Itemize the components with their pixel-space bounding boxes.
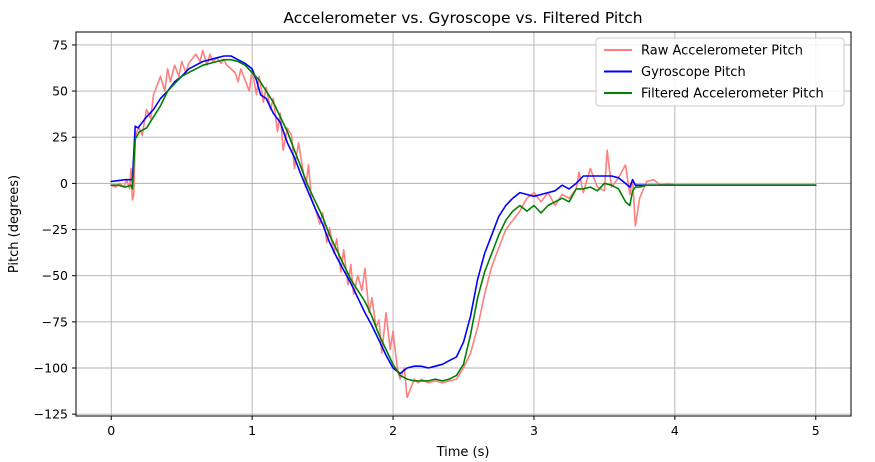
x-axis-label: Time (s) <box>436 445 490 460</box>
chart-title: Accelerometer vs. Gyroscope vs. Filtered… <box>283 9 642 27</box>
x-tick-label: 2 <box>389 423 397 438</box>
legend-box <box>595 37 845 107</box>
grid <box>76 32 851 416</box>
y-tick-label: −75 <box>42 314 68 329</box>
y-tick-label: −100 <box>34 361 68 376</box>
plot-frame <box>75 31 852 417</box>
y-tick-label: −25 <box>42 222 68 237</box>
x-tick-label: 1 <box>248 423 256 438</box>
x-tick-label: 4 <box>671 423 679 438</box>
y-tick-label: 75 <box>52 37 68 52</box>
y-tick-label: 0 <box>60 176 68 191</box>
series-line-2 <box>110 55 817 375</box>
legend-label-3: Filtered Accelerometer Pitch <box>641 87 824 102</box>
y-axis-label: Pitch (degrees) <box>7 175 22 273</box>
x-tick-label: 0 <box>107 423 115 438</box>
axis-ticks: 0 1 2 3 4 5 −125 −100 −75 −50 −25 0 25 50 75 <box>34 37 820 438</box>
y-tick-label: 25 <box>52 130 68 145</box>
x-tick-label: 3 <box>530 423 538 438</box>
y-tick-label: 50 <box>52 84 68 99</box>
legend-label-2: Gyroscope Pitch <box>641 65 746 80</box>
legend-label-1: Raw Accelerometer Pitch <box>641 44 803 59</box>
plot-series <box>110 49 817 399</box>
x-tick-label: 5 <box>812 423 820 438</box>
legend: Raw Accelerometer Pitch Gyroscope Pitch Fi… <box>595 37 845 107</box>
y-tick-label: −125 <box>34 407 68 422</box>
y-tick-label: −50 <box>42 268 68 283</box>
series-line-3 <box>110 58 817 382</box>
